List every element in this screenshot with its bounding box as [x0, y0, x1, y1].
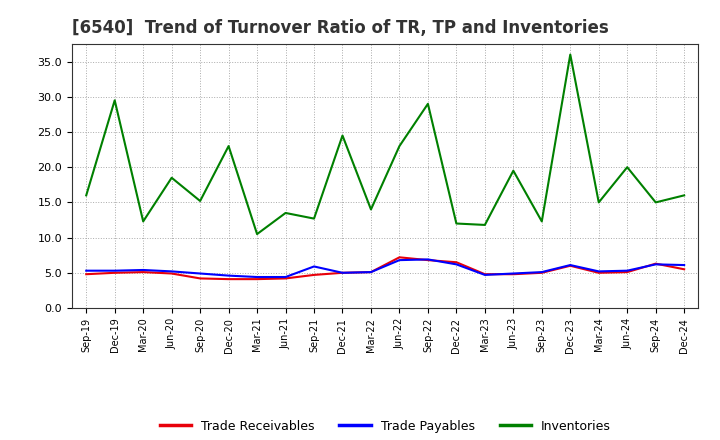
- Trade Payables: [423, 257, 432, 262]
- Trade Receivables: [82, 271, 91, 277]
- Inventories: [139, 219, 148, 224]
- Trade Receivables: [509, 271, 518, 277]
- Trade Receivables: [167, 271, 176, 276]
- Inventories: [395, 143, 404, 149]
- Trade Receivables: [566, 263, 575, 268]
- Trade Payables: [82, 268, 91, 273]
- Inventories: [282, 210, 290, 216]
- Trade Receivables: [338, 270, 347, 275]
- Trade Payables: [595, 269, 603, 274]
- Inventories: [82, 193, 91, 198]
- Trade Payables: [366, 269, 375, 275]
- Inventories: [338, 133, 347, 138]
- Trade Receivables: [366, 269, 375, 275]
- Trade Receivables: [680, 267, 688, 272]
- Inventories: [623, 165, 631, 170]
- Line: Trade Receivables: Trade Receivables: [86, 257, 684, 279]
- Inventories: [253, 231, 261, 237]
- Trade Payables: [480, 272, 489, 278]
- Trade Receivables: [595, 270, 603, 275]
- Trade Receivables: [652, 261, 660, 266]
- Trade Receivables: [423, 257, 432, 263]
- Trade Receivables: [395, 255, 404, 260]
- Inventories: [196, 198, 204, 204]
- Trade Payables: [452, 262, 461, 267]
- Line: Inventories: Inventories: [86, 55, 684, 234]
- Line: Trade Payables: Trade Payables: [86, 260, 684, 277]
- Trade Payables: [623, 268, 631, 273]
- Trade Receivables: [253, 276, 261, 282]
- Trade Payables: [196, 271, 204, 276]
- Inventories: [480, 222, 489, 227]
- Legend: Trade Receivables, Trade Payables, Inventories: Trade Receivables, Trade Payables, Inven…: [155, 414, 616, 437]
- Trade Receivables: [310, 272, 318, 278]
- Trade Payables: [395, 257, 404, 263]
- Trade Receivables: [139, 269, 148, 275]
- Trade Payables: [167, 269, 176, 274]
- Trade Payables: [509, 271, 518, 276]
- Inventories: [566, 52, 575, 57]
- Trade Receivables: [282, 276, 290, 281]
- Trade Receivables: [537, 270, 546, 275]
- Trade Payables: [537, 269, 546, 275]
- Trade Payables: [110, 268, 119, 273]
- Trade Payables: [310, 264, 318, 269]
- Inventories: [310, 216, 318, 221]
- Trade Receivables: [110, 270, 119, 275]
- Inventories: [509, 168, 518, 173]
- Trade Payables: [225, 273, 233, 278]
- Trade Payables: [566, 262, 575, 268]
- Trade Receivables: [452, 260, 461, 265]
- Inventories: [595, 200, 603, 205]
- Trade Receivables: [225, 276, 233, 282]
- Trade Receivables: [623, 269, 631, 275]
- Inventories: [366, 207, 375, 212]
- Trade Payables: [652, 262, 660, 267]
- Trade Payables: [680, 262, 688, 268]
- Trade Payables: [338, 270, 347, 275]
- Trade Payables: [282, 275, 290, 280]
- Inventories: [423, 101, 432, 106]
- Trade Receivables: [480, 271, 489, 277]
- Trade Receivables: [196, 276, 204, 281]
- Inventories: [452, 221, 461, 226]
- Inventories: [110, 98, 119, 103]
- Text: [6540]  Trend of Turnover Ratio of TR, TP and Inventories: [6540] Trend of Turnover Ratio of TR, TP…: [72, 19, 608, 37]
- Inventories: [537, 219, 546, 224]
- Inventories: [680, 193, 688, 198]
- Trade Payables: [253, 275, 261, 280]
- Inventories: [225, 143, 233, 149]
- Inventories: [652, 200, 660, 205]
- Inventories: [167, 175, 176, 180]
- Trade Payables: [139, 268, 148, 273]
